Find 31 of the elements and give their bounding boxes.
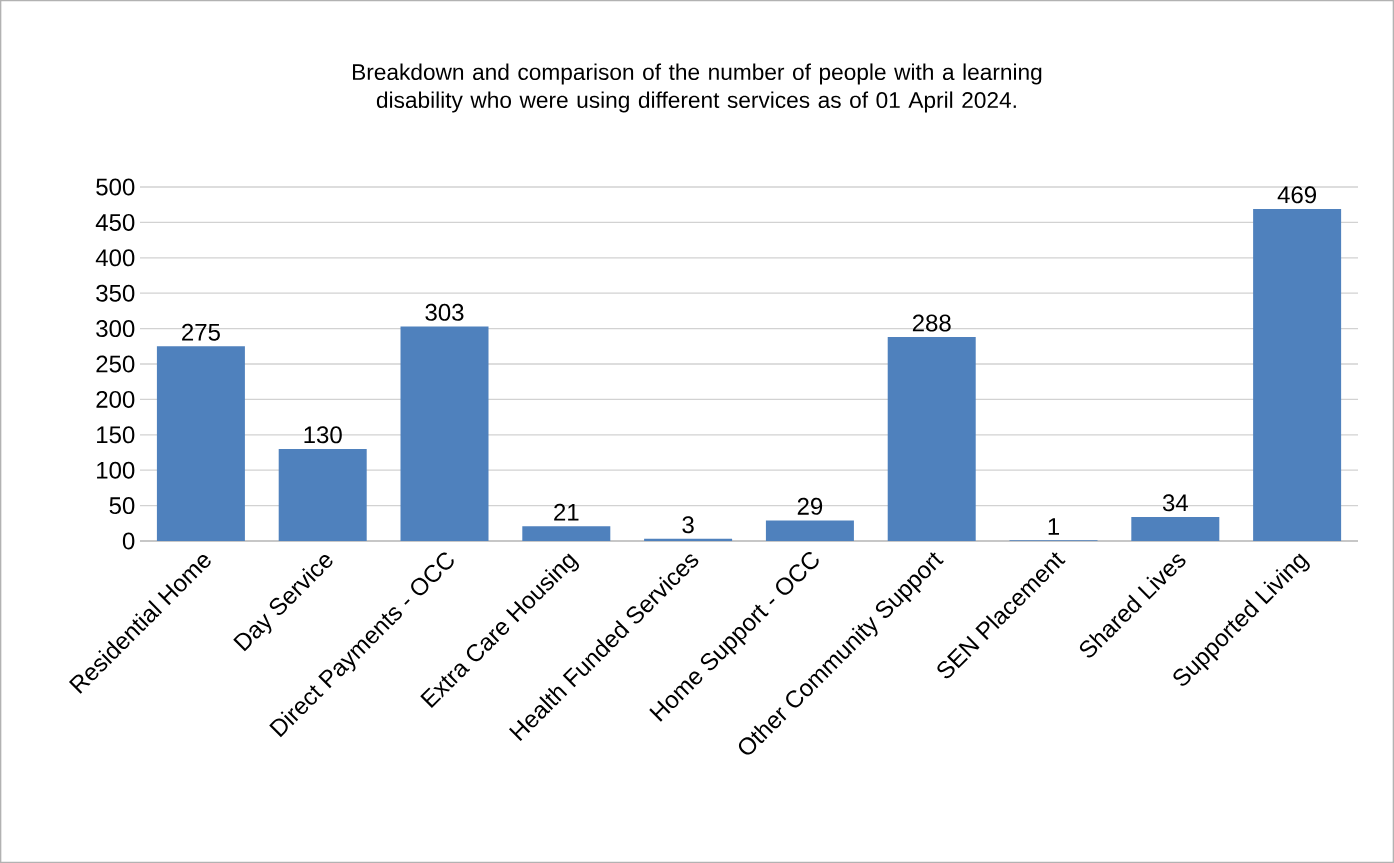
data-label: 3 <box>682 516 694 534</box>
y-tick-label: 200 <box>96 390 135 408</box>
data-label: 1 <box>1048 518 1060 535</box>
bar <box>1131 516 1220 541</box>
data-label: 288 <box>912 314 951 332</box>
bar <box>644 538 733 541</box>
y-tick-label: 500 <box>96 178 135 196</box>
y-tick-label: 150 <box>97 426 135 444</box>
data-label: 34 <box>1162 494 1188 512</box>
data-label: 29 <box>797 497 823 515</box>
data-label: 21 <box>554 503 579 521</box>
y-tick-label: 100 <box>97 461 135 479</box>
bar <box>887 337 976 541</box>
bar <box>400 326 489 541</box>
y-tick-label: 400 <box>95 249 135 267</box>
data-label: 130 <box>304 426 342 444</box>
bar <box>765 520 854 541</box>
data-label: 275 <box>182 323 220 341</box>
chart-title: Breakdown and comparison of the number of people with a learning disability who were using different services as of 01 April 2024. <box>353 63 1042 113</box>
y-tick-label: 350 <box>96 284 135 302</box>
y-tick-label: 300 <box>96 320 135 338</box>
y-tick-label: 250 <box>96 355 135 373</box>
bar <box>278 448 367 541</box>
bar <box>1253 208 1342 541</box>
data-label: 303 <box>425 303 464 321</box>
y-tick-label: 50 <box>109 497 135 515</box>
y-tick-label: 450 <box>95 213 135 231</box>
data-label: 469 <box>1277 186 1316 204</box>
bar <box>156 346 245 541</box>
y-tick-label: 0 <box>122 532 135 550</box>
bar <box>522 526 611 541</box>
